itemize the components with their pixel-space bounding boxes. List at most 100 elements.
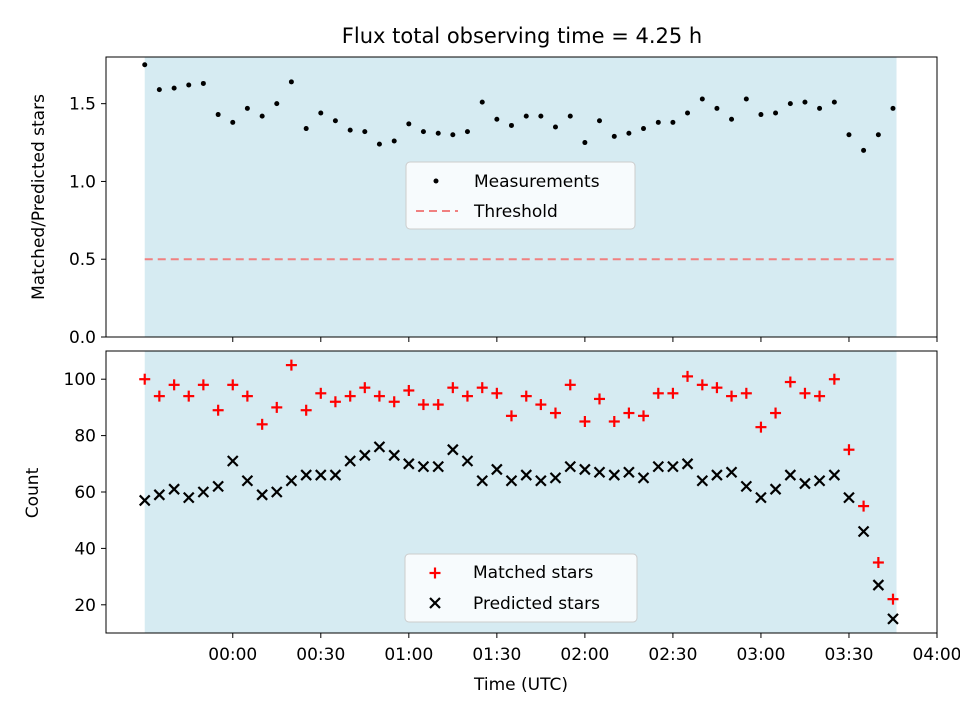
predicted-star-point <box>417 460 430 473</box>
predicted-star-point <box>226 455 239 467</box>
predicted-star-point <box>652 460 665 473</box>
predicted-star-point <box>315 469 327 481</box>
measurement-point <box>538 113 544 119</box>
matched-star-point <box>520 390 532 402</box>
matched-star-point <box>872 557 884 568</box>
measurement-point <box>699 96 705 102</box>
predicted-star-point <box>549 472 562 484</box>
matched-star-point <box>153 390 165 402</box>
x-axis-label: Time (UTC) <box>473 675 568 695</box>
matched-star-point <box>212 404 224 416</box>
measurement-point <box>685 110 691 116</box>
measurement-point <box>391 138 397 144</box>
predicted-star-point <box>212 480 224 493</box>
legend-matched-label: Matched stars <box>473 563 593 583</box>
measurement-point <box>802 99 808 105</box>
matched-star-point <box>843 444 855 456</box>
measurement-point <box>508 122 514 128</box>
predicted-star-point <box>813 474 826 487</box>
measurement-point <box>758 112 764 118</box>
legend-measurements-label: Measurements <box>474 172 600 192</box>
measurement-points <box>142 62 896 153</box>
matched-star-points <box>139 359 899 605</box>
matched-star-point <box>623 407 635 419</box>
top-x-ticks <box>232 337 938 342</box>
predicted-star-points <box>138 441 899 625</box>
measurement-point <box>215 112 221 118</box>
predicted-star-point <box>843 491 855 504</box>
top-plot-frame <box>105 56 938 338</box>
matched-star-point <box>726 390 738 402</box>
matched-star-point <box>696 379 708 391</box>
measurement-point <box>890 105 896 111</box>
bottom-plot-frame <box>105 350 938 634</box>
matched-star-point <box>740 387 752 399</box>
measurement-point <box>376 141 382 147</box>
bottom-panel: 20 40 60 80 100 00:00 00:30 01:00 01:30 02:00 02:… <box>23 350 960 695</box>
measurement-point <box>552 124 558 130</box>
predicted-star-point <box>564 460 577 473</box>
predicted-star-point <box>432 460 445 473</box>
measurement-point <box>347 127 353 133</box>
matched-star-point <box>315 387 327 399</box>
predicted-star-point <box>388 449 400 462</box>
predicted-star-point <box>740 480 753 493</box>
matched-star-point <box>608 416 620 427</box>
legend-matched-plus <box>429 567 441 579</box>
measurement-point <box>875 132 881 138</box>
predicted-star-point <box>520 469 533 481</box>
predicted-star-point <box>476 474 489 487</box>
measurement-point <box>743 96 749 102</box>
predicted-star-point <box>300 469 312 481</box>
measurement-point <box>773 110 779 116</box>
measurement-point <box>230 119 236 125</box>
measurement-point <box>861 147 867 153</box>
x-tick-label: 04:00 <box>913 645 960 665</box>
top-y-tick-label: 0.0 <box>69 328 96 348</box>
matched-star-point <box>432 399 444 411</box>
measurement-point <box>318 110 324 116</box>
matched-star-point <box>784 376 796 388</box>
measurement-point <box>156 87 162 93</box>
measurement-point <box>200 80 206 86</box>
matched-star-point <box>417 399 429 411</box>
legend-predicted-cross <box>429 597 441 609</box>
legend-threshold-label: Threshold <box>473 202 558 222</box>
predicted-star-point <box>373 441 386 453</box>
predicted-star-point <box>711 469 723 481</box>
matched-star-point <box>799 387 811 399</box>
matched-star-point <box>403 384 415 396</box>
x-tick-label: 01:00 <box>384 645 433 665</box>
top-y-tick-label: 1.0 <box>69 172 96 192</box>
matched-star-point <box>285 359 297 371</box>
matched-star-point <box>667 387 679 399</box>
predicted-star-point <box>256 489 268 501</box>
predicted-star-point <box>667 460 679 473</box>
bottom-x-ticks: 00:00 00:30 01:00 01:30 02:00 02:30 03:00 03:30… <box>208 633 960 665</box>
matched-star-point <box>388 396 400 408</box>
predicted-star-point <box>593 466 606 479</box>
predicted-star-point <box>769 483 782 495</box>
measurement-point <box>479 99 485 105</box>
predicted-star-point <box>579 463 591 476</box>
measurement-point <box>259 113 265 119</box>
measurement-point <box>523 113 529 119</box>
matched-star-point <box>373 390 385 402</box>
matched-star-point <box>638 410 650 422</box>
predicted-star-point <box>799 477 811 490</box>
measurement-point <box>274 101 280 107</box>
predicted-star-point <box>828 469 841 481</box>
matched-star-point <box>770 407 782 419</box>
matched-star-point <box>652 387 664 399</box>
measurement-point <box>420 129 426 135</box>
predicted-star-point <box>359 449 371 462</box>
matched-star-point <box>447 382 459 394</box>
measurement-point <box>626 130 632 136</box>
measurement-point <box>846 132 852 138</box>
top-legend-box <box>405 161 636 230</box>
x-tick-label: 03:00 <box>736 645 785 665</box>
matched-star-point <box>491 387 503 399</box>
matched-star-point <box>300 404 312 416</box>
predicted-star-point <box>681 458 694 470</box>
